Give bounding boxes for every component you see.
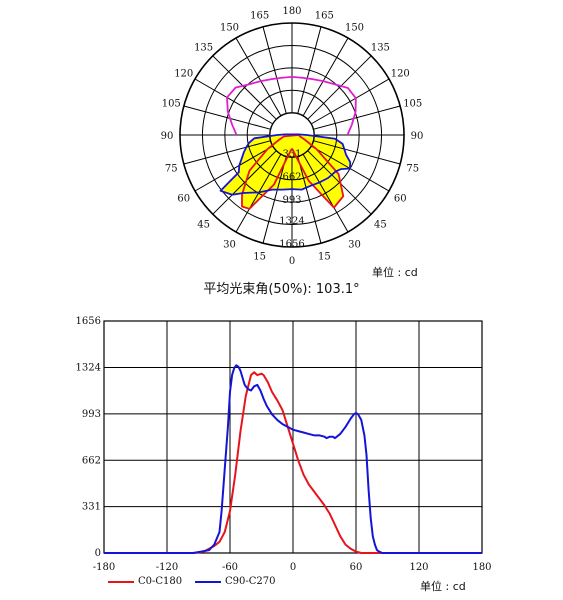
polar-spoke (212, 55, 277, 120)
polar-spoke (302, 37, 349, 117)
y-tick-label: 993 (82, 409, 101, 420)
polar-angle-label: 105 (403, 99, 422, 110)
polar-angle-label: 30 (348, 239, 361, 250)
polar-angle-label: 150 (345, 23, 364, 34)
line-series-0 (104, 371, 482, 554)
polar-ring-label: 1324 (279, 216, 304, 227)
polar-spoke (262, 156, 287, 244)
polar-angle-label: 90 (161, 131, 174, 142)
polar-series-2 (226, 75, 357, 136)
polar-spoke (262, 26, 287, 114)
polar-spoke (183, 140, 271, 165)
polar-spoke (310, 78, 390, 125)
y-tick-label: 331 (82, 502, 101, 513)
rect-unit-label: 单位 : cd (420, 580, 466, 593)
polar-angle-label: 135 (371, 43, 390, 54)
polar-series-1 (219, 133, 352, 196)
polar-angle-label: 0 (289, 256, 295, 267)
polar-angle-label: 75 (406, 163, 419, 174)
legend-swatch-c0 (108, 580, 134, 583)
polar-angle-label: 135 (194, 43, 213, 54)
polar-unit-label: 单位 : cd (372, 266, 418, 279)
polar-angle-label: 90 (411, 131, 424, 142)
polar-spoke (302, 153, 349, 233)
y-tick-label: 1656 (76, 316, 101, 327)
x-tick-label: 180 (472, 562, 491, 573)
legend-label-c90: C90-C270 (225, 576, 276, 587)
polar-angle-label: 30 (223, 239, 236, 250)
polar-spoke (313, 140, 401, 165)
x-tick-label: 60 (350, 562, 363, 573)
polar-angle-label: 60 (177, 194, 190, 205)
polar-spoke (183, 105, 271, 130)
polar-angle-label: 75 (165, 163, 178, 174)
x-tick-label: 120 (409, 562, 428, 573)
legend-item-c0: C0-C180 (108, 576, 182, 587)
polar-ring-label: 993 (282, 195, 301, 206)
polar-spoke (297, 156, 322, 244)
polar-angle-label: 165 (315, 10, 334, 21)
line-series-1 (104, 364, 482, 554)
polar-spoke (307, 150, 372, 215)
polar-angle-label: 60 (394, 194, 407, 205)
legend-label-c0: C0-C180 (138, 576, 183, 587)
polar-spoke (235, 37, 282, 117)
y-tick-label: 662 (82, 455, 101, 466)
polar-angle-label: 45 (197, 219, 210, 230)
polar-angle-label: 150 (220, 23, 239, 34)
polar-spoke (194, 145, 274, 192)
plot-frame (103, 320, 483, 554)
polar-angle-label: 180 (282, 6, 301, 17)
polar-angle-label: 15 (318, 252, 331, 263)
polar-ring-label: 331 (282, 149, 301, 160)
polar-spoke (313, 105, 401, 130)
x-tick-label: 0 (290, 562, 296, 573)
x-tick-label: -60 (222, 562, 238, 573)
polar-angle-label: 45 (374, 219, 387, 230)
y-tick-label: 0 (95, 548, 101, 559)
polar-angle-label: 15 (253, 252, 266, 263)
polar-spoke (194, 78, 274, 125)
polar-spoke (212, 150, 277, 215)
x-tick-label: -120 (156, 562, 178, 573)
y-tick-label: 1324 (76, 363, 101, 374)
x-tick-label: -180 (93, 562, 115, 573)
legend-item-c90: C90-C270 (195, 576, 276, 587)
polar-spoke (297, 26, 322, 114)
beam-angle-label: 平均光束角(50%): 103.1° (203, 282, 360, 297)
polar-ring-label: 1656 (279, 239, 304, 250)
polar-series-0 (241, 134, 345, 210)
polar-angle-label: 165 (250, 10, 269, 21)
polar-angle-label: 120 (174, 69, 193, 80)
polar-ring-label: 662 (282, 172, 301, 183)
polar-angle-label: 120 (391, 69, 410, 80)
rectangular-chart: -180 -120 -60 0 60 120 180 0 331 662 993 1324 1656 (76, 316, 492, 573)
legend-swatch-c90 (195, 580, 221, 583)
polar-angle-label: 105 (162, 99, 181, 110)
polar-spoke (307, 55, 372, 120)
